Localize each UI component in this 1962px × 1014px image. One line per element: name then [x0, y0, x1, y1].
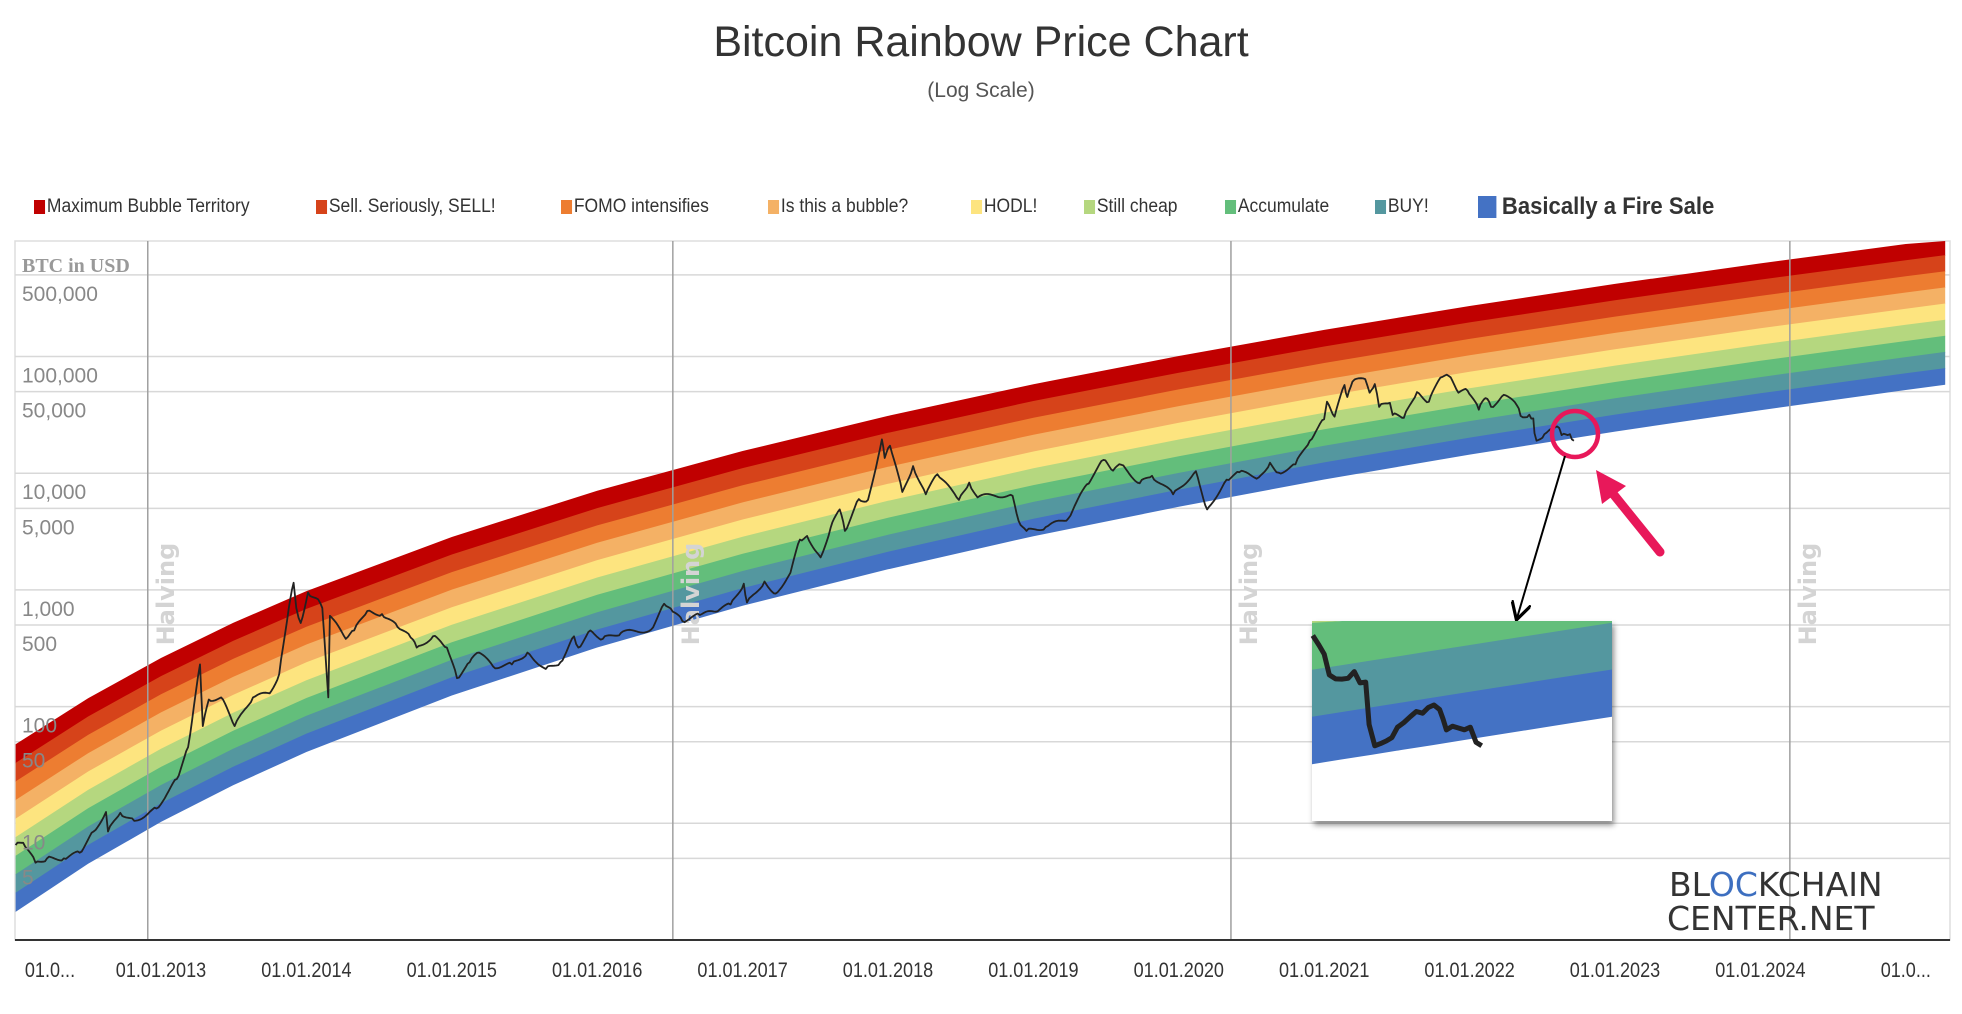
- y-tick-label: 100,000: [22, 365, 98, 388]
- svg-text:BLOCKCHAIN: BLOCKCHAIN: [1669, 865, 1883, 904]
- x-tick-label: 01.01.2014: [261, 959, 351, 983]
- y-tick-label: 5: [22, 866, 34, 889]
- legend-swatch: [1084, 200, 1096, 214]
- legend-label: Sell. Seriously, SELL!: [328, 196, 496, 217]
- halving-label: Halving: [1235, 543, 1263, 646]
- price-series: [15, 373, 1575, 864]
- legend-label: Maximum Bubble Territory: [46, 196, 250, 217]
- legend-label: Basically a Fire Sale: [1501, 193, 1715, 220]
- x-tick-label: 01.01.2024: [1715, 959, 1805, 983]
- y-axis-title: BTC in USD: [22, 255, 130, 277]
- x-tick-label: 01.01.2013: [116, 959, 206, 983]
- inset-price-line: [1310, 634, 1484, 749]
- halving-label: Halving: [1794, 543, 1822, 646]
- y-tick-label: 50: [22, 750, 45, 773]
- connector-arrow: [1517, 455, 1566, 618]
- legend-label: Still cheap: [1096, 196, 1178, 217]
- legend-item-still-cheap[interactable]: Still cheap: [1084, 196, 1178, 218]
- legend-swatch: [1375, 200, 1387, 214]
- x-tick-label: 01.0...: [1881, 959, 1931, 983]
- legend-label: HODL!: [983, 196, 1038, 217]
- legend-item-hodl[interactable]: HODL!: [971, 196, 1037, 218]
- legend-swatch: [971, 200, 983, 214]
- legend-label: Accumulate: [1237, 196, 1330, 217]
- y-axis: 500,000 100,000 50,000 10,000 5,000 1,000 500 1…: [22, 283, 98, 889]
- x-tick-label: 01.01.2022: [1424, 959, 1514, 983]
- halving-lines: Halving Halving Halving Halving: [147, 241, 1822, 940]
- chart-title: Bitcoin Rainbow Price Chart: [713, 18, 1249, 66]
- legend-swatch: [561, 200, 573, 214]
- x-tick-label: 01.01.2021: [1279, 959, 1369, 983]
- legend-item-maximum-bubble[interactable]: Maximum Bubble Territory: [34, 196, 250, 218]
- pointer-arrow-icon: [1596, 470, 1665, 557]
- y-tick-label: 5,000: [22, 516, 75, 539]
- y-tick-label: 500,000: [22, 283, 98, 306]
- y-tick-label: 50,000: [22, 400, 86, 423]
- legend-swatch: [316, 200, 328, 214]
- x-axis: 01.0... 01.01.2013 01.01.2014 01.01.2015 01.…: [25, 959, 1931, 983]
- y-tick-label: 100: [22, 715, 57, 738]
- x-tick-label: 01.01.2016: [552, 959, 642, 983]
- legend-item-bubble[interactable]: Is this a bubble?: [768, 196, 908, 218]
- x-tick-label: 01.01.2020: [1134, 959, 1224, 983]
- y-tick-label: 10,000: [22, 481, 86, 504]
- legend-item-fomo[interactable]: FOMO intensifies: [561, 196, 709, 218]
- blockchaincenter-logo: BLOCKCHAIN CENTER.NET: [1667, 865, 1883, 938]
- legend-swatch: [768, 200, 780, 214]
- legend-item-sell[interactable]: Sell. Seriously, SELL!: [316, 196, 496, 218]
- x-tick-label: 01.01.2018: [843, 959, 933, 983]
- rainbow-bands: [15, 241, 1946, 912]
- legend-item-fire-sale[interactable]: Basically a Fire Sale: [1478, 193, 1714, 221]
- halving-label: Halving: [152, 543, 180, 646]
- y-tick-label: 500: [22, 633, 57, 656]
- legend-swatch: [1225, 200, 1237, 214]
- x-tick-label: 01.01.2023: [1570, 959, 1660, 983]
- inset-band-buy: [1312, 622, 1612, 718]
- legend-item-buy[interactable]: BUY!: [1375, 196, 1429, 218]
- legend-label: FOMO intensifies: [573, 196, 709, 217]
- btc-price-line: [15, 373, 1575, 864]
- legend: Maximum Bubble Territory Sell. Seriously…: [0, 193, 1962, 226]
- y-tick-label: 10: [22, 831, 45, 854]
- x-tick-label: 01.01.2015: [407, 959, 497, 983]
- zoom-inset: [1310, 621, 1612, 821]
- y-tick-label: 1,000: [22, 598, 75, 621]
- legend-item-accumulate[interactable]: Accumulate: [1225, 196, 1329, 218]
- legend-label: Is this a bubble?: [780, 196, 909, 217]
- x-tick-label: 01.01.2019: [988, 959, 1078, 983]
- legend-swatch: [34, 200, 46, 214]
- x-tick-label: 01.0...: [25, 959, 75, 983]
- halving-label: Halving: [677, 543, 705, 646]
- legend-swatch: [1478, 196, 1497, 218]
- svg-text:CENTER.NET: CENTER.NET: [1667, 899, 1875, 938]
- chart-subtitle: (Log Scale): [927, 79, 1035, 102]
- x-tick-label: 01.01.2017: [697, 959, 787, 983]
- highlight-circle: [1549, 408, 1601, 460]
- legend-label: BUY!: [1387, 196, 1429, 217]
